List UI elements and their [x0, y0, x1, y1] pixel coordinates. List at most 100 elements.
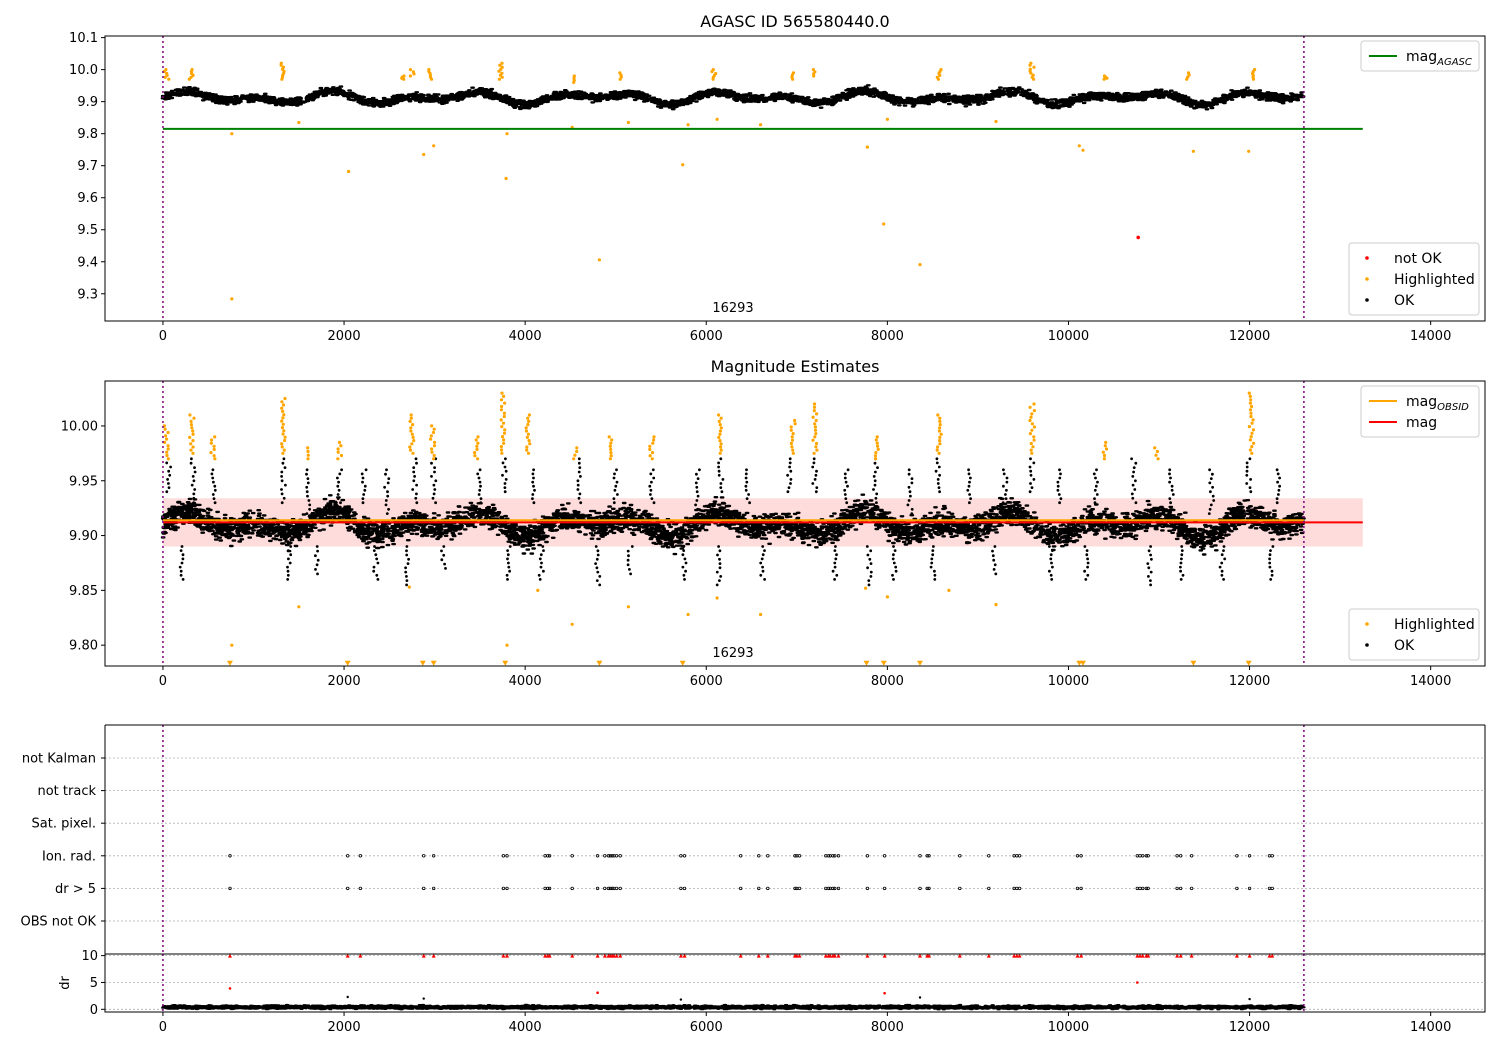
panel-1-highlighted-point	[686, 123, 690, 127]
panel-2-ok-dip-point	[405, 575, 408, 578]
panel-2-ok-dip-point	[181, 578, 185, 581]
panel-2-ok-dip-point	[833, 565, 837, 569]
panel-2-highlighted-point	[609, 447, 613, 451]
panel-2-below-range-marker	[344, 660, 351, 666]
panel-2-ok-spike-point	[1276, 480, 1279, 484]
panel-2-ok-spike-point	[280, 501, 284, 505]
panel-2-ok-spike-point	[720, 490, 724, 494]
panel-2-ok-spike-point	[363, 484, 367, 488]
panel-2-ok-spike-point	[531, 493, 535, 496]
panel-3-flag-event	[757, 886, 761, 891]
panel-3-flag-event	[1075, 854, 1080, 858]
panel-2-highlighted-point	[430, 450, 434, 454]
panel-2-ok-spike-point	[650, 497, 654, 500]
panel-2-ok-spike-point	[1248, 486, 1252, 489]
panel-2-highlighted-point	[715, 596, 719, 600]
panel-2-ok-spike-point	[1168, 480, 1171, 484]
panel-2-ok-dip-point	[286, 565, 289, 569]
panel-2-ok-dip-point	[1149, 545, 1152, 548]
panel-2-highlighted-point	[938, 426, 942, 430]
panel-2-ok-spike-point	[744, 472, 748, 476]
panel-2-highlighted-point	[1248, 401, 1252, 405]
panel-2-ok-spike-point	[874, 496, 878, 500]
panel-2-ok-spike-point	[477, 493, 481, 496]
panel-2-xtick-label: 4000	[509, 674, 542, 689]
panel-2-highlighted-point	[608, 457, 613, 461]
panel-2-ok-spike-point	[478, 488, 482, 492]
panel-2-ok-dip-point	[763, 549, 766, 552]
panel-4-clipped-marker	[836, 953, 841, 958]
panel-2-ok-spike-point	[386, 481, 390, 485]
panel-3-flag-event	[346, 886, 350, 891]
panel-2-ok-spike-point	[1168, 497, 1172, 500]
panel-2-highlighted-point	[572, 457, 576, 461]
panel-2-ok-dip-point	[1179, 565, 1182, 569]
panel-3-flag-event	[797, 886, 802, 891]
panel-2-highlighted-point	[337, 440, 342, 444]
panel-3-flag-event	[793, 886, 797, 891]
panel-2-ok-spike-point	[532, 501, 536, 505]
panel-2-below-range-marker	[226, 660, 233, 666]
panel-2-highlighted-point	[1250, 431, 1254, 435]
panel-2-ok-dip-point	[1051, 549, 1054, 552]
panel-2-ok-dip-point	[287, 557, 290, 561]
panel-2-highlighted-point	[937, 429, 942, 433]
panel-2-ok-dip-point	[505, 573, 509, 577]
panel-2-ok-dip-point	[715, 570, 719, 574]
panel-2-below-range-marker	[880, 660, 887, 666]
panel-2-ok-spike-point	[387, 507, 390, 511]
panel-2-ok-spike-point	[213, 488, 217, 492]
panel-2-ok-spike-point	[873, 479, 877, 483]
panel-2-highlighted-point	[609, 454, 613, 458]
panel-2-highlighted-point	[570, 622, 574, 626]
panel-2-highlighted-point	[1102, 453, 1107, 458]
panel-2-ok-dip-point	[1049, 553, 1053, 557]
panel-2-highlighted-point	[811, 438, 815, 442]
panel-1-ytick-label: 9.5	[77, 223, 98, 238]
panel-2-highlighted-point	[719, 442, 723, 446]
panel-2-ok-spike-point	[432, 483, 436, 487]
panel-2-ok-dip-point	[1268, 553, 1272, 557]
panel-2-ok-dip-point	[289, 545, 293, 548]
panel-2-ok-spike-point	[168, 473, 172, 477]
panel-2-highlighted-point	[476, 457, 480, 461]
panel-3-flag-event	[836, 886, 841, 891]
panel-4-clipped-marker	[1270, 953, 1275, 958]
panel-2-ok-dip-point	[682, 545, 686, 548]
panel-2-ok-dip-point	[719, 575, 723, 578]
panel-2-ok-spike-point	[415, 483, 418, 487]
panel-2-ok-dip-point	[626, 549, 630, 553]
panel-2-ok-spike-point	[1005, 488, 1008, 492]
panel-2-highlighted-point	[191, 439, 195, 443]
panel-4-clipped-marker	[1189, 953, 1194, 958]
panel-2-highlighted-point	[1104, 447, 1109, 451]
panel-2-ok-dip-point	[1149, 553, 1152, 557]
panel-2-highlighted-point	[1032, 435, 1036, 439]
panel-2-ok-dip-point	[1270, 569, 1274, 573]
panel-4-clipped-marker	[986, 953, 991, 958]
panel-2-ok-dip-point	[930, 557, 934, 561]
panel-2-ok-spike-point	[384, 499, 388, 502]
panel-2-ok-spike-point	[336, 497, 340, 500]
panel-2-highlighted-point	[306, 446, 310, 450]
panel-2-ok-dip-point	[831, 569, 835, 573]
panel-2-ok-spike-point	[305, 512, 309, 515]
panel-4-dr-point	[1248, 997, 1251, 1001]
panel-2-ok-dip-point	[893, 549, 897, 552]
panel-2-ok-dip-point	[1268, 565, 1272, 569]
panel-2-ok-spike-point	[361, 480, 364, 484]
panel-2-ok-spike-point	[192, 496, 196, 500]
panel-2-ok-spike-point	[385, 468, 388, 472]
panel-2-ok-dip-point	[716, 553, 719, 557]
panel-2-ok-spike-point	[533, 488, 536, 492]
panel-3-flag-event	[918, 886, 922, 891]
panel-2-ok-spike-point	[501, 461, 505, 465]
panel-2-ok-spike-point	[649, 472, 653, 476]
panel-2-ok-dip-point	[1180, 545, 1184, 548]
panel-1-highlighted-point	[279, 61, 283, 65]
panel-2-ok-spike-point	[813, 478, 817, 481]
panel-2-highlighted-point	[336, 450, 340, 454]
panel-2-ok-spike-point	[577, 461, 581, 465]
panel-2-ok-dip-point	[1268, 561, 1272, 565]
